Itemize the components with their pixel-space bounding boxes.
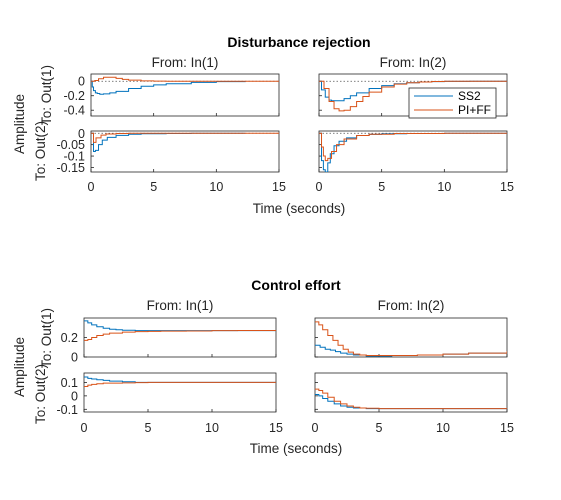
x-tick-label: 5 bbox=[150, 180, 157, 194]
axes-box bbox=[314, 317, 508, 358]
y-tick-label: 0.2 bbox=[61, 331, 78, 345]
col-title-in2-fig2: From: In(2) bbox=[378, 298, 445, 313]
row-title-out1-fig1: To: Out(1) bbox=[39, 65, 54, 125]
x-tick-label: 0 bbox=[316, 180, 323, 194]
row-title-out2-fig1: To: Out(2) bbox=[33, 121, 48, 181]
x-tick-label: 10 bbox=[205, 421, 219, 435]
axes-box bbox=[318, 130, 508, 173]
series-line-pi-ff bbox=[91, 76, 279, 82]
x-tick-label: 15 bbox=[500, 180, 514, 194]
ylabel-fig2: Amplitude bbox=[12, 337, 27, 397]
axes-box bbox=[90, 130, 280, 173]
x-tick-label: 0 bbox=[81, 421, 88, 435]
y-tick-label: -0.4 bbox=[63, 104, 85, 118]
x-tick-label: 5 bbox=[378, 180, 385, 194]
figure-title-control: Control effort bbox=[251, 277, 341, 293]
x-tick-label: 5 bbox=[145, 421, 152, 435]
legend-box bbox=[408, 87, 497, 119]
panel-f2-r2-c2 bbox=[314, 372, 508, 413]
y-tick-label: -0.1 bbox=[56, 403, 78, 417]
series-line-pi-ff bbox=[91, 132, 279, 143]
y-tick-label: -0.2 bbox=[63, 89, 85, 103]
panel-f2-r2-c1: 0.10-0.1 bbox=[56, 372, 277, 417]
legend-label-ss2: SS2 bbox=[458, 89, 481, 103]
series-line-pi-ff bbox=[319, 80, 507, 112]
series-line-ss2 bbox=[91, 80, 246, 95]
x-tick-label: 5 bbox=[376, 421, 383, 435]
series-line-pi-ff bbox=[315, 388, 507, 410]
panel-f1-r2-c1: 0-0.05-0.1-0.15 bbox=[57, 127, 280, 175]
x-tick-label: 15 bbox=[269, 421, 283, 435]
axes-box bbox=[83, 372, 277, 413]
x-tick-label: 0 bbox=[312, 421, 319, 435]
xlabel-fig1: Time (seconds) bbox=[253, 201, 346, 216]
series-line-pi-ff bbox=[319, 132, 507, 162]
series-line-pi-ff bbox=[315, 321, 507, 357]
axes-box bbox=[83, 317, 277, 358]
x-tick-label: 15 bbox=[272, 180, 286, 194]
x-tick-label: 10 bbox=[436, 421, 450, 435]
col-title-in2-fig1: From: In(2) bbox=[380, 55, 447, 70]
panel-f1-r1-c1: 0-0.2-0.4 bbox=[63, 73, 280, 118]
y-tick-label: -0.05 bbox=[57, 138, 86, 152]
figure-title-disturbance: Disturbance rejection bbox=[227, 34, 370, 50]
panel-f2-r1-c2 bbox=[314, 317, 508, 358]
y-tick-label: -0.15 bbox=[57, 161, 86, 175]
plot-layer: 0-0.2-0.40-0.05-0.1-0.150 5 10 15 0 5 10 15SS2P… bbox=[56, 73, 514, 435]
panel-f1-r2-c2 bbox=[318, 130, 508, 173]
y-tick-label: 0 bbox=[78, 127, 85, 141]
xlabel-fig2: Time (seconds) bbox=[250, 441, 343, 456]
y-tick-label: 0 bbox=[71, 389, 78, 403]
axes-box bbox=[90, 73, 280, 117]
row-title-out2-fig2: To: Out(2) bbox=[33, 364, 48, 424]
row-title-out1-fig2: To: Out(1) bbox=[39, 308, 54, 368]
x-tick-label: 10 bbox=[209, 180, 223, 194]
y-tick-label: -0.1 bbox=[63, 150, 85, 164]
y-tick-label: 0 bbox=[78, 75, 85, 89]
ylabel-fig1: Amplitude bbox=[12, 94, 27, 154]
x-tick-label: 0 bbox=[88, 180, 95, 194]
y-tick-label: 0.1 bbox=[61, 376, 78, 390]
panel-f2-r1-c1: 0.20 bbox=[61, 317, 277, 365]
x-tick-label: 10 bbox=[437, 180, 451, 194]
col-title-in1-fig2: From: In(1) bbox=[147, 298, 214, 313]
y-tick-label: 0 bbox=[71, 351, 78, 365]
x-tick-label: 15 bbox=[500, 421, 514, 435]
legend-label-pi-ff: PI+FF bbox=[458, 103, 491, 117]
col-title-in1-fig1: From: In(1) bbox=[152, 55, 219, 70]
series-line-pi-ff bbox=[84, 329, 276, 341]
series-line-pi-ff bbox=[84, 381, 276, 387]
